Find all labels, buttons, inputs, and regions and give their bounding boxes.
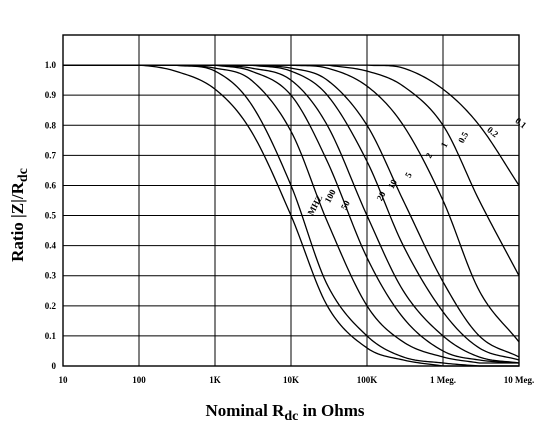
x-tick-label: 10	[59, 375, 69, 385]
y-tick-label: 0.9	[45, 90, 57, 100]
y-tick-label: 0.7	[45, 150, 57, 160]
curve-label: 100	[323, 187, 338, 204]
y-tick-label: 0.3	[45, 271, 57, 281]
x-tick-label: 1 Meg.	[430, 375, 456, 385]
curves	[63, 64, 520, 367]
x-tick-label: 10 Meg.	[504, 375, 535, 385]
x-axis-title: Nominal Rdc in Ohms	[205, 401, 364, 423]
y-tick-label: 0.5	[45, 211, 57, 221]
y-tick-label: 0.1	[45, 331, 57, 341]
x-tick-label: 100	[132, 375, 146, 385]
y-tick-label: 1.0	[45, 60, 57, 70]
y-axis-title: Ratio |Z|/Rdc	[8, 168, 31, 262]
curve-label: 50	[339, 198, 352, 211]
x-tick-label: 1K	[209, 375, 221, 385]
curve-label: 0.5	[456, 130, 470, 145]
y-tick-label: 0.6	[45, 180, 57, 190]
y-tick-label: 0	[52, 361, 57, 371]
y-tick-label: 0.4	[45, 241, 57, 251]
grid	[62, 34, 520, 367]
x-tick-label: 10K	[283, 375, 299, 385]
y-tick-label: 0.2	[45, 301, 57, 311]
curve-label: 0.1	[513, 116, 528, 131]
curve-label: 20	[375, 189, 388, 202]
tick-labels: 10 100 1K 10K 100K 1 Meg. 10 Meg. 0 0.1 0.2 0.3 0.4…	[45, 60, 535, 385]
x-tick-label: 100K	[357, 375, 378, 385]
curve-label: 2	[423, 151, 434, 160]
unit-label: MHZ	[306, 193, 325, 217]
curve-label: 1	[439, 140, 450, 149]
curve-100-mhz	[63, 64, 519, 367]
y-tick-label: 0.8	[45, 120, 57, 130]
curve-label: 5	[403, 170, 414, 179]
